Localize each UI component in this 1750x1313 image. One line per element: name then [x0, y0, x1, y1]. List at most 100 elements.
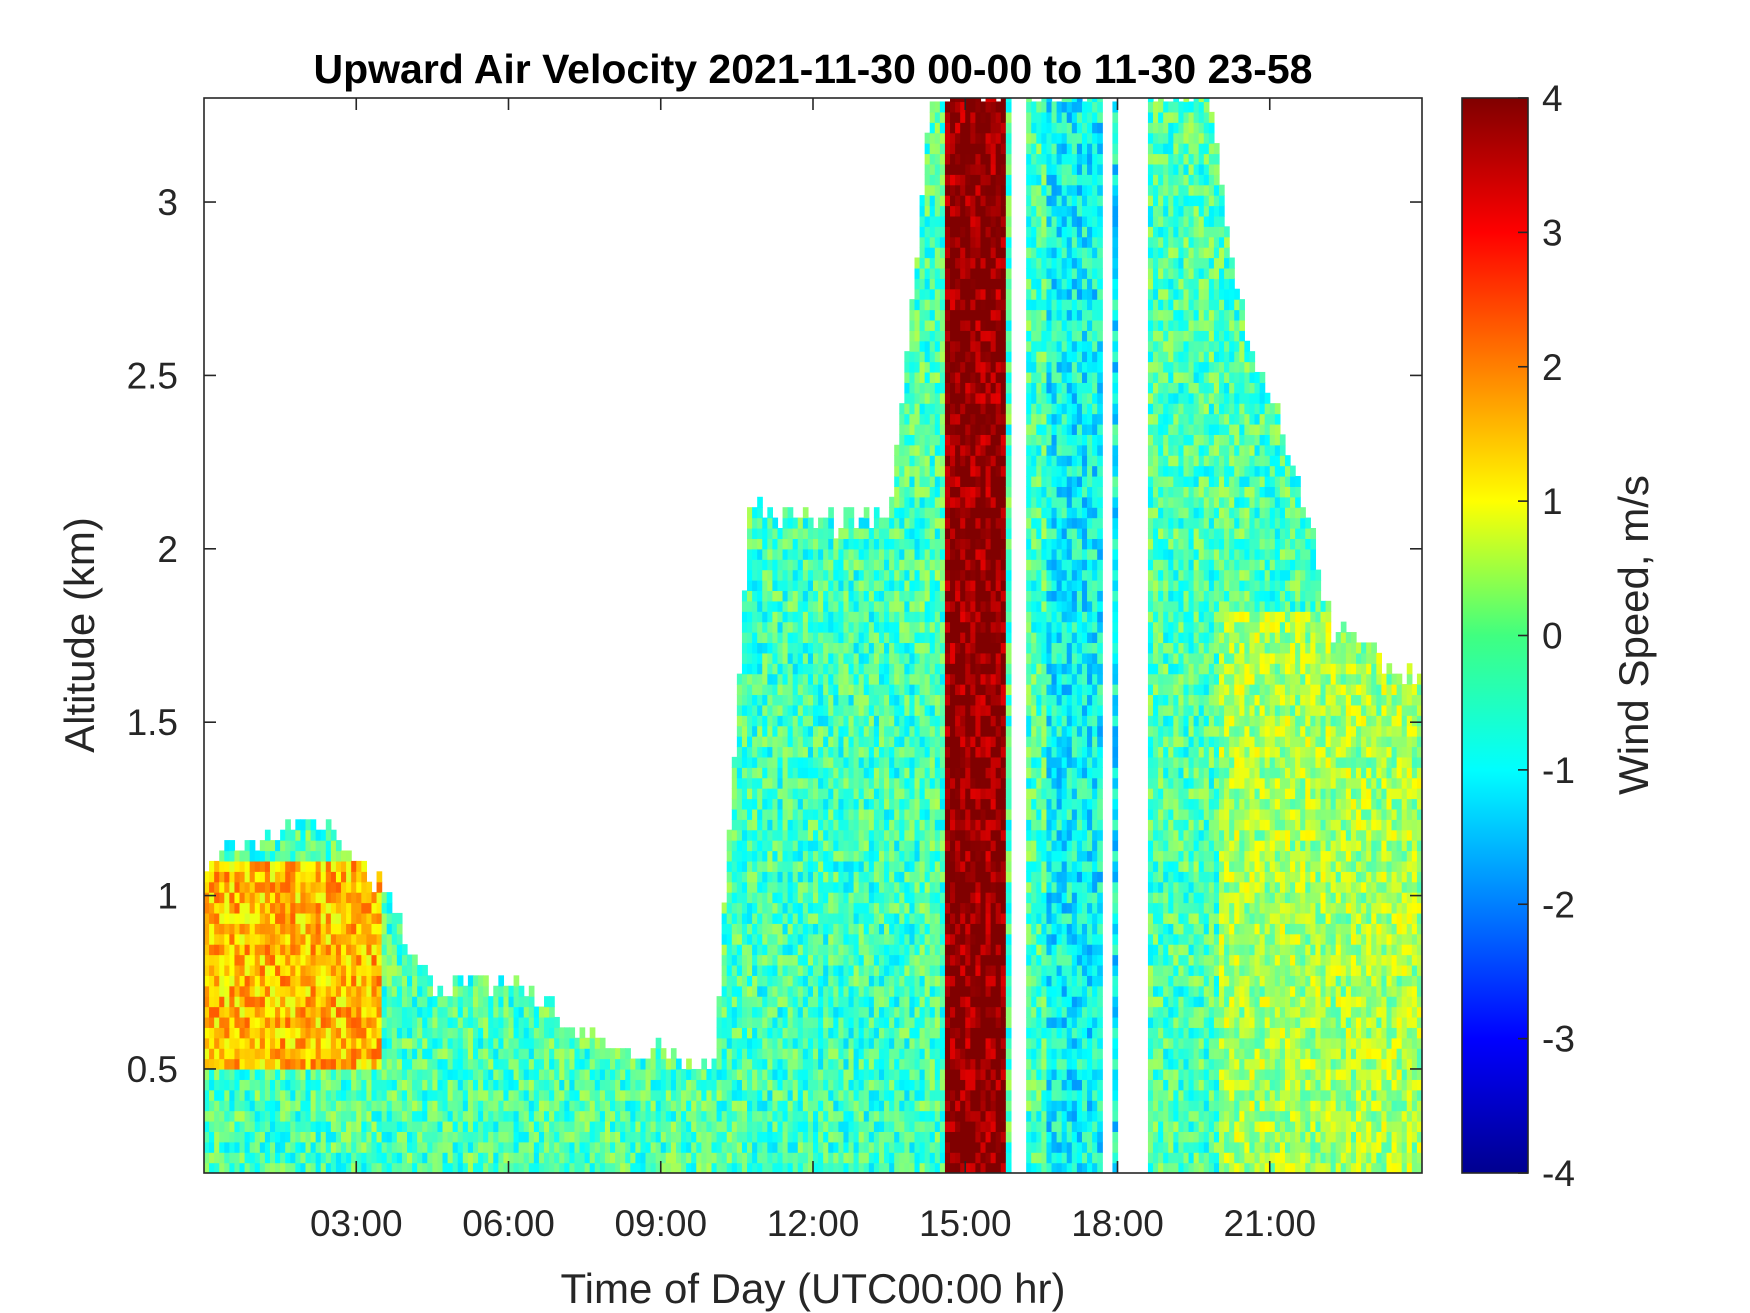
heatmap-cell [889, 725, 895, 737]
heatmap-cell [711, 1141, 718, 1153]
heatmap-cell [239, 933, 246, 945]
heatmap-cell [391, 1131, 398, 1143]
heatmap-cell [833, 1162, 839, 1173]
heatmap-cell [802, 1079, 809, 1091]
heatmap-cell [229, 892, 236, 904]
heatmap-cell [579, 1037, 586, 1049]
heatmap-cell [290, 996, 296, 1008]
heatmap-cell [868, 1016, 875, 1028]
heatmap-cell [828, 715, 834, 727]
heatmap-cell [889, 1079, 895, 1091]
heatmap-cell [269, 1120, 276, 1132]
heatmap-cell [594, 1089, 601, 1101]
heatmap-cell [838, 881, 845, 893]
heatmap-cell [650, 1141, 657, 1153]
heatmap-cell [914, 1048, 921, 1060]
heatmap-cell [726, 1152, 733, 1164]
heatmap-cell [802, 798, 809, 810]
heatmap-cell [919, 475, 926, 487]
heatmap-cell [878, 788, 885, 800]
heatmap-cell [858, 777, 865, 789]
heatmap-cell [736, 798, 743, 810]
heatmap-cell [919, 756, 926, 768]
heatmap-cell [757, 496, 763, 508]
heatmap-cell [787, 1110, 794, 1122]
heatmap-cell [412, 985, 418, 997]
heatmap-cell [315, 1100, 322, 1112]
heatmap-cell [934, 652, 941, 664]
heatmap-cell [914, 923, 921, 935]
heatmap-cell [792, 1068, 799, 1080]
heatmap-cell [878, 1068, 885, 1080]
heatmap-cell [762, 1131, 768, 1143]
heatmap-cell [848, 767, 855, 779]
heatmap-cell [630, 1110, 636, 1122]
heatmap-cell [696, 1068, 702, 1080]
heatmap-cell [498, 1131, 505, 1143]
heatmap-cell [741, 632, 748, 644]
heatmap-cell [767, 985, 773, 997]
heatmap-cell [838, 642, 845, 654]
heatmap-cell [838, 756, 845, 768]
heatmap-cell [757, 933, 763, 945]
heatmap-cell [569, 1079, 576, 1091]
heatmap-cell [726, 902, 733, 914]
heatmap-cell [305, 1110, 312, 1122]
heatmap-cell [919, 642, 926, 654]
heatmap-cell [909, 413, 916, 425]
heatmap-cell [767, 673, 773, 685]
heatmap-cell [848, 632, 855, 644]
heatmap-cell [807, 1152, 814, 1164]
heatmap-cell [914, 486, 921, 498]
heatmap-cell [508, 1110, 515, 1122]
heatmap-cell [884, 632, 890, 644]
heatmap-cell [244, 1006, 251, 1018]
heatmap-cell [752, 767, 758, 779]
heatmap-cell [447, 1100, 454, 1112]
heatmap-cell [361, 860, 367, 872]
heatmap-cell [904, 475, 911, 487]
heatmap-cell [696, 1079, 702, 1091]
heatmap-cell [919, 663, 926, 675]
heatmap-cell [929, 798, 936, 810]
heatmap-cell [818, 746, 824, 758]
heatmap-cell [554, 1141, 560, 1153]
heatmap-cell [310, 1027, 317, 1039]
heatmap-cell [249, 964, 256, 976]
heatmap-cell [833, 756, 839, 768]
heatmap-cell [777, 871, 784, 883]
heatmap-cell [873, 611, 880, 623]
heatmap-cell [640, 1141, 647, 1153]
heatmap-cell [802, 736, 809, 748]
heatmap-cell [904, 455, 911, 467]
heatmap-cell [650, 1162, 657, 1173]
heatmap-cell [853, 850, 860, 862]
heatmap-cell [899, 569, 905, 581]
heatmap-cell [919, 964, 926, 976]
heatmap-cell [275, 1068, 281, 1080]
heatmap-cell [843, 559, 850, 571]
heatmap-cell [899, 912, 905, 924]
heatmap-cell [747, 684, 753, 696]
heatmap-cell [513, 1110, 520, 1122]
heatmap-cell [381, 1079, 388, 1091]
heatmap-cell [747, 788, 753, 800]
heatmap-cell [528, 1152, 535, 1164]
heatmap-cell [488, 1089, 494, 1101]
heatmap-cell [285, 850, 291, 862]
heatmap-cell [904, 1141, 911, 1153]
heatmap-cell [924, 704, 931, 716]
heatmap-cell [914, 496, 921, 508]
heatmap-cell [498, 1162, 505, 1173]
heatmap-cell [929, 1079, 936, 1091]
heatmap-cell [741, 829, 748, 841]
heatmap-cell [544, 1100, 550, 1112]
heatmap-cell [914, 569, 921, 581]
heatmap-cell [823, 652, 829, 664]
heatmap-cell [341, 954, 347, 966]
heatmap-cell [919, 829, 926, 841]
heatmap-cell [640, 1058, 647, 1070]
heatmap-cell [777, 642, 784, 654]
heatmap-cell [285, 881, 291, 893]
heatmap-cell [325, 860, 332, 872]
